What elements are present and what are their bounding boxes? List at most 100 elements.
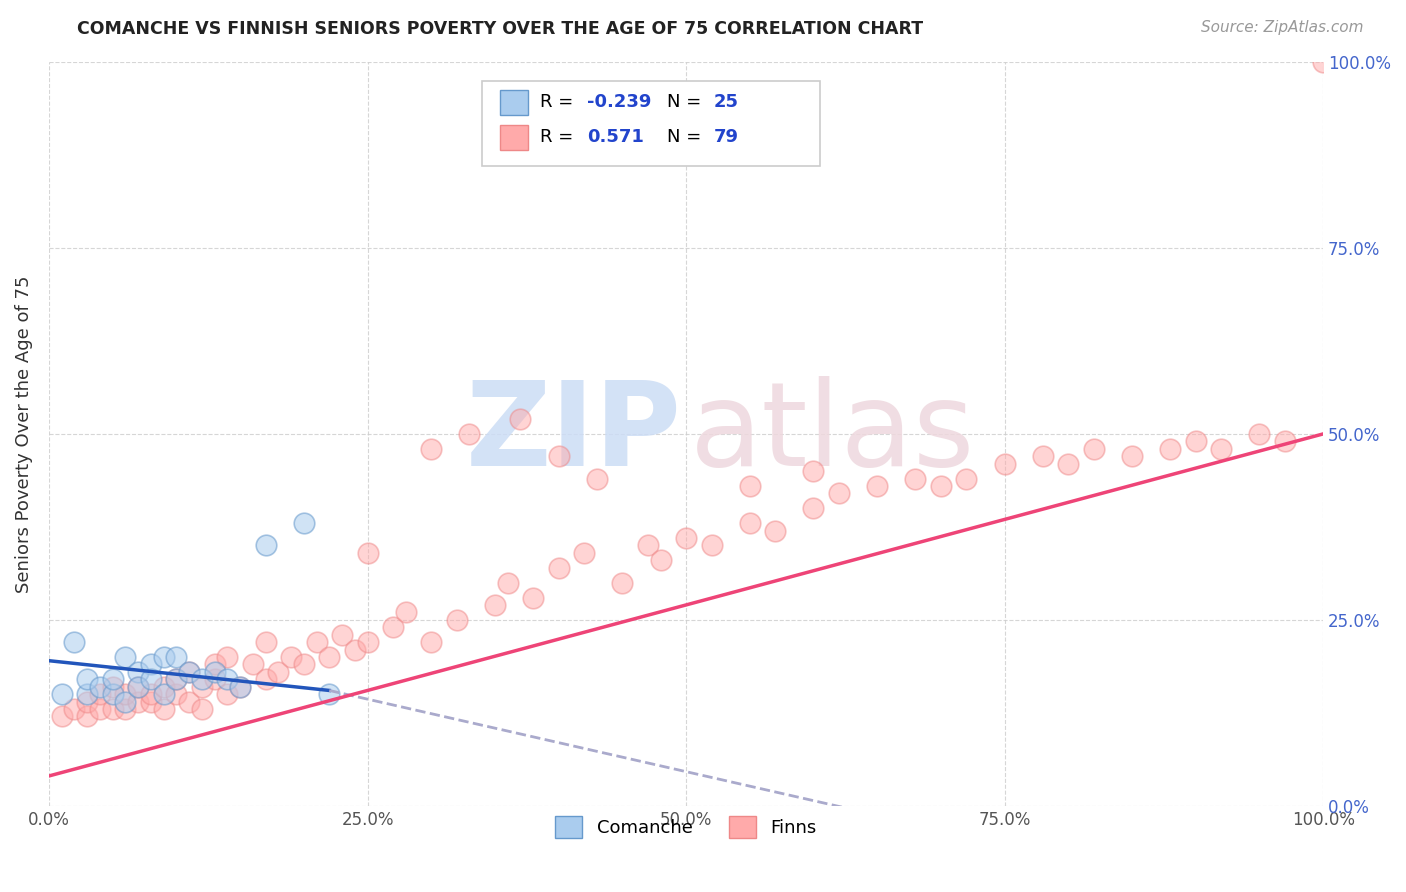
Point [127,680,149,694]
Text: Source: ZipAtlas.com: Source: ZipAtlas.com [1201,20,1364,35]
Text: -0.239: -0.239 [586,94,651,112]
Point [738,516,761,530]
Point [165,673,187,687]
Point [254,673,277,687]
Point [292,657,315,672]
Point [1057,457,1080,471]
Point [179,665,201,679]
Point [139,695,162,709]
Text: N =: N = [666,94,707,112]
Point [612,575,634,590]
Point [866,479,889,493]
Point [828,486,851,500]
Point [152,702,174,716]
Text: R =: R = [540,94,578,112]
Point [318,687,340,701]
Text: 0.571: 0.571 [586,128,644,146]
Point [101,673,124,687]
Point [89,680,111,694]
Point [114,695,136,709]
Point [217,687,239,701]
Point [586,471,609,485]
Point [395,606,418,620]
Point [242,657,264,672]
Point [420,442,443,456]
Point [305,635,328,649]
Point [496,575,519,590]
Point [929,479,952,493]
Point [1159,442,1181,456]
Text: N =: N = [666,128,707,146]
Point [204,657,226,672]
Point [738,479,761,493]
Point [152,687,174,701]
Point [51,709,73,723]
Point [76,709,98,723]
Point [1184,434,1206,449]
FancyBboxPatch shape [501,125,529,150]
Point [114,650,136,665]
Point [51,687,73,701]
Point [458,426,481,441]
Text: 25: 25 [714,94,740,112]
Point [547,561,569,575]
Point [127,695,149,709]
Text: 79: 79 [714,128,740,146]
Point [1211,442,1233,456]
Text: R =: R = [540,128,578,146]
Y-axis label: Seniors Poverty Over the Age of 75: Seniors Poverty Over the Age of 75 [15,275,32,592]
Point [280,650,302,665]
Point [803,501,825,516]
Point [420,635,443,649]
Point [267,665,290,679]
Point [139,657,162,672]
Point [63,635,86,649]
Point [179,695,201,709]
FancyBboxPatch shape [501,90,529,115]
Point [446,613,468,627]
Point [63,702,86,716]
Point [89,702,111,716]
Point [179,665,201,679]
Point [763,524,786,538]
Point [904,471,927,485]
Point [547,449,569,463]
Point [165,687,187,701]
Point [204,665,226,679]
Point [165,650,187,665]
Point [229,680,252,694]
Point [191,673,214,687]
Point [254,635,277,649]
Point [292,516,315,530]
Point [204,673,226,687]
Point [994,457,1017,471]
Point [650,553,672,567]
Point [254,538,277,552]
Point [229,680,252,694]
Point [217,673,239,687]
Legend: Comanche, Finns: Comanche, Finns [548,808,824,845]
Point [101,702,124,716]
Point [101,687,124,701]
Point [89,687,111,701]
Point [509,412,531,426]
Point [356,546,378,560]
Point [330,628,353,642]
Point [101,680,124,694]
Point [139,673,162,687]
Point [1032,449,1054,463]
Point [484,598,506,612]
Point [356,635,378,649]
Point [76,687,98,701]
Point [1274,434,1296,449]
Text: ZIP: ZIP [467,376,682,491]
Point [152,650,174,665]
Point [127,680,149,694]
Point [191,680,214,694]
Point [217,650,239,665]
Point [803,464,825,478]
Point [572,546,595,560]
Text: COMANCHE VS FINNISH SENIORS POVERTY OVER THE AGE OF 75 CORRELATION CHART: COMANCHE VS FINNISH SENIORS POVERTY OVER… [77,20,924,37]
Point [1083,442,1105,456]
Point [165,673,187,687]
